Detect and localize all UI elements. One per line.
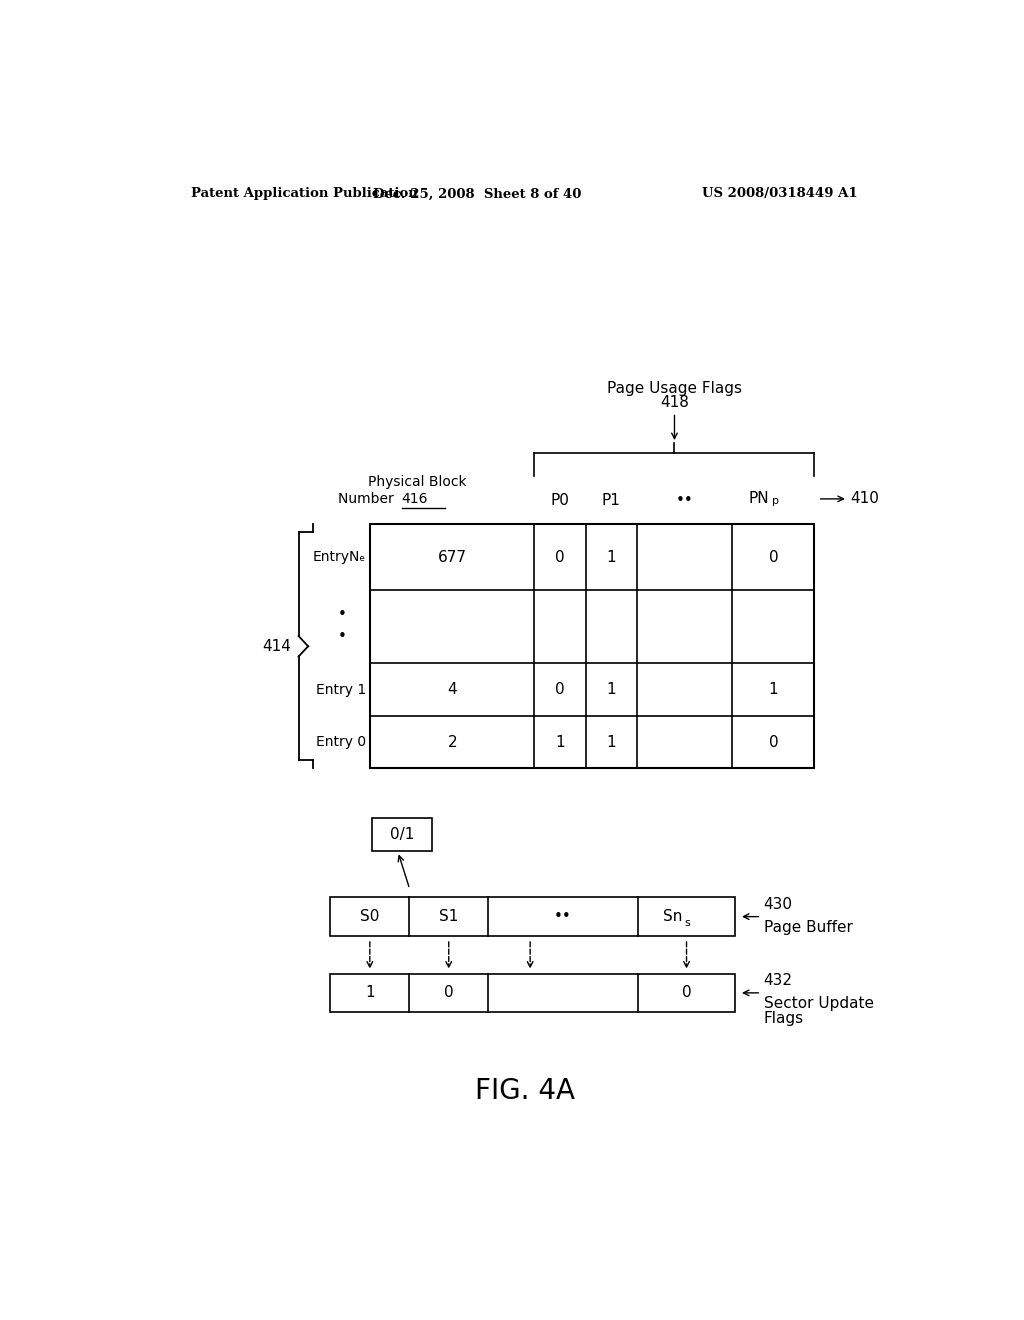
Text: Flags: Flags	[764, 1011, 804, 1026]
Bar	[331, 898, 735, 936]
Text: •: •	[338, 607, 347, 622]
Text: ••: ••	[554, 909, 572, 924]
Text: 0: 0	[555, 682, 565, 697]
Text: p: p	[772, 496, 779, 506]
Text: 0: 0	[555, 549, 565, 565]
Bar	[372, 818, 431, 850]
Text: FIG. 4A: FIG. 4A	[475, 1077, 574, 1105]
Text: Number: Number	[338, 492, 397, 506]
Text: 0: 0	[769, 734, 778, 750]
Text: Physical Block: Physical Block	[369, 475, 467, 488]
Text: Dec. 25, 2008  Sheet 8 of 40: Dec. 25, 2008 Sheet 8 of 40	[373, 187, 582, 201]
Text: 1: 1	[606, 734, 616, 750]
Text: 0: 0	[682, 985, 691, 1001]
Text: P0: P0	[551, 494, 569, 508]
Text: s: s	[684, 917, 690, 928]
Text: 677: 677	[438, 549, 467, 565]
Text: 2: 2	[447, 734, 457, 750]
Bar	[331, 974, 735, 1012]
Text: •: •	[338, 630, 347, 644]
Text: Page Buffer: Page Buffer	[764, 920, 853, 935]
Text: S1: S1	[439, 909, 459, 924]
Text: 414: 414	[262, 639, 291, 653]
Text: 1: 1	[606, 549, 616, 565]
Text: Patent Application Publication: Patent Application Publication	[191, 187, 418, 201]
Text: 418: 418	[660, 396, 689, 411]
Bar	[370, 524, 814, 768]
Text: Page Usage Flags: Page Usage Flags	[607, 381, 742, 396]
Text: 1: 1	[769, 682, 778, 697]
Text: Entry 1: Entry 1	[315, 682, 367, 697]
Text: 1: 1	[365, 985, 375, 1001]
Text: 432: 432	[764, 973, 793, 987]
Text: 1: 1	[606, 682, 616, 697]
Text: EntryNₑ: EntryNₑ	[313, 550, 367, 564]
Text: 430: 430	[764, 896, 793, 912]
Text: ACPUMF: ACPUMF	[409, 913, 471, 928]
Text: 1: 1	[555, 734, 565, 750]
Text: 0/1: 0/1	[389, 826, 414, 842]
Text: 4: 4	[447, 682, 457, 697]
Text: Sn: Sn	[664, 909, 683, 924]
Text: Sector Update: Sector Update	[764, 995, 873, 1011]
Text: 410: 410	[850, 491, 879, 507]
Text: 416: 416	[401, 492, 428, 506]
Text: PN: PN	[749, 491, 769, 507]
Text: 0: 0	[444, 985, 454, 1001]
Text: US 2008/0318449 A1: US 2008/0318449 A1	[702, 187, 858, 201]
Text: ••: ••	[676, 494, 693, 508]
Text: 412: 412	[409, 898, 437, 912]
Text: 0: 0	[769, 549, 778, 565]
Text: P1: P1	[602, 494, 621, 508]
Text: Entry 0: Entry 0	[316, 735, 367, 748]
Text: S0: S0	[360, 909, 380, 924]
